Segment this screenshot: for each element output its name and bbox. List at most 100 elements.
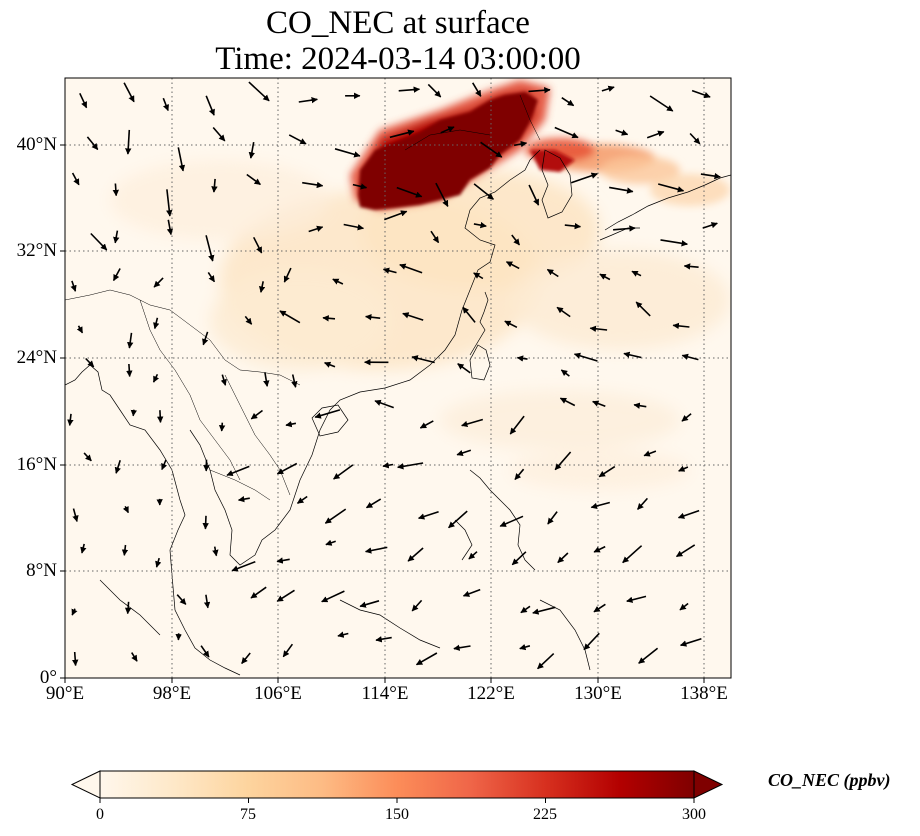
wind-arrow bbox=[126, 363, 133, 378]
wind-arrow bbox=[601, 85, 615, 92]
map-frame bbox=[64, 77, 732, 679]
wind-arrow bbox=[203, 594, 211, 609]
wind-arrow bbox=[646, 130, 665, 139]
map-title-line1: CO_NEC at surface bbox=[266, 5, 530, 41]
wind-arrow bbox=[298, 96, 318, 104]
wind-arrow bbox=[252, 236, 263, 254]
colorbar bbox=[70, 770, 724, 803]
wind-arrow bbox=[162, 97, 169, 112]
wind-arrow bbox=[130, 409, 138, 417]
wind-arrow bbox=[80, 543, 87, 554]
wind-arrow bbox=[241, 652, 251, 665]
wind-arrow bbox=[79, 92, 88, 109]
wind-arrow bbox=[220, 374, 227, 386]
wind-arrow bbox=[85, 357, 95, 368]
wind-arrow bbox=[314, 409, 341, 419]
wind-arrow bbox=[72, 508, 79, 523]
wind-arrow bbox=[211, 178, 218, 193]
wind-arrow bbox=[76, 325, 84, 334]
wind-arrow bbox=[398, 86, 421, 93]
wind-arrow bbox=[153, 317, 160, 330]
wind-arrow bbox=[532, 606, 556, 615]
co-field-north-china-core bbox=[358, 92, 575, 210]
wind-arrow bbox=[112, 268, 121, 282]
wind-arrow bbox=[202, 515, 209, 530]
wind-arrow bbox=[207, 271, 216, 283]
lon-tick-label: 98°E bbox=[152, 683, 192, 704]
wind-arrow bbox=[337, 631, 349, 638]
wind-arrow bbox=[683, 263, 699, 270]
wind-arrow bbox=[291, 374, 298, 388]
lon-tick-label: 90°E bbox=[45, 683, 85, 704]
wind-arrow bbox=[244, 315, 253, 325]
wind-arrow bbox=[322, 315, 336, 322]
wind-arrow bbox=[71, 608, 78, 616]
wind-arrow bbox=[382, 267, 397, 274]
wind-arrow bbox=[559, 397, 576, 407]
wind-arrow bbox=[296, 495, 308, 504]
wind-arrow bbox=[258, 281, 266, 293]
wind-arrow bbox=[440, 126, 455, 134]
wind-arrow bbox=[473, 272, 484, 280]
wind-arrow bbox=[461, 418, 484, 428]
wind-arrow bbox=[462, 588, 481, 597]
colorbar-tick-label: 75 bbox=[240, 806, 256, 823]
map-title-line2: Time: 2024-03-14 03:00:00 bbox=[215, 41, 581, 77]
wind-arrow bbox=[334, 148, 361, 158]
wind-arrow bbox=[633, 402, 647, 409]
wind-arrow bbox=[166, 219, 174, 236]
wind-arrow bbox=[660, 239, 688, 247]
wind-arrow bbox=[237, 495, 250, 503]
wind-arrow bbox=[622, 545, 643, 564]
wind-arrow bbox=[122, 505, 130, 514]
wind-arrow bbox=[583, 632, 600, 651]
wind-arrow bbox=[112, 183, 120, 197]
wind-arrow bbox=[375, 636, 392, 643]
wind-arrow bbox=[592, 400, 606, 408]
wind-arrow bbox=[212, 546, 219, 557]
colorbar-gradient bbox=[100, 771, 694, 798]
wind-arrow bbox=[473, 221, 487, 229]
wind-arrow bbox=[324, 361, 336, 368]
colorbar-extend-max bbox=[693, 770, 724, 799]
wind-arrow bbox=[430, 230, 440, 244]
wind-arrow bbox=[505, 261, 520, 270]
wind-arrow bbox=[702, 222, 718, 229]
wind-arrow bbox=[427, 83, 442, 98]
wind-arrow bbox=[123, 82, 135, 103]
colorbar-label: CO_NEC (ppbv) bbox=[768, 770, 891, 790]
wind-arrow bbox=[384, 210, 408, 221]
wind-arrow bbox=[677, 509, 700, 519]
wind-arrow bbox=[70, 280, 77, 292]
wind-arrow bbox=[675, 544, 696, 558]
co-field-korea-japan bbox=[525, 138, 730, 206]
colorbar-tick-label: 150 bbox=[385, 806, 409, 823]
wind-arrow bbox=[537, 653, 555, 670]
wind-arrow bbox=[246, 173, 261, 186]
wind-arrow bbox=[374, 399, 394, 409]
wind-arrow bbox=[121, 544, 129, 556]
wind-arrow bbox=[325, 539, 336, 546]
wind-arrow bbox=[166, 189, 173, 217]
wind-arrow bbox=[561, 97, 575, 107]
wind-arrow bbox=[402, 312, 424, 321]
wind-arrow bbox=[623, 351, 642, 359]
wind-arrow bbox=[679, 602, 689, 611]
wind-arrow bbox=[504, 320, 518, 329]
wind-arrow bbox=[352, 183, 368, 190]
wind-arrow bbox=[560, 369, 570, 377]
wind-arrow bbox=[547, 511, 558, 525]
wind-arrow bbox=[231, 560, 256, 572]
wind-arrow bbox=[365, 498, 382, 509]
wind-arrow bbox=[593, 603, 606, 613]
wind-arrow bbox=[397, 462, 424, 470]
lon-tick-label: 106°E bbox=[254, 683, 302, 704]
wind-arrow bbox=[638, 647, 659, 664]
lat-tick-label: 24°N bbox=[16, 347, 57, 368]
wind-arrow bbox=[419, 420, 434, 429]
wind-arrow bbox=[615, 129, 629, 136]
map-panel bbox=[65, 78, 731, 678]
wind-arrow bbox=[528, 184, 540, 206]
lon-tick-label: 122°E bbox=[467, 683, 515, 704]
